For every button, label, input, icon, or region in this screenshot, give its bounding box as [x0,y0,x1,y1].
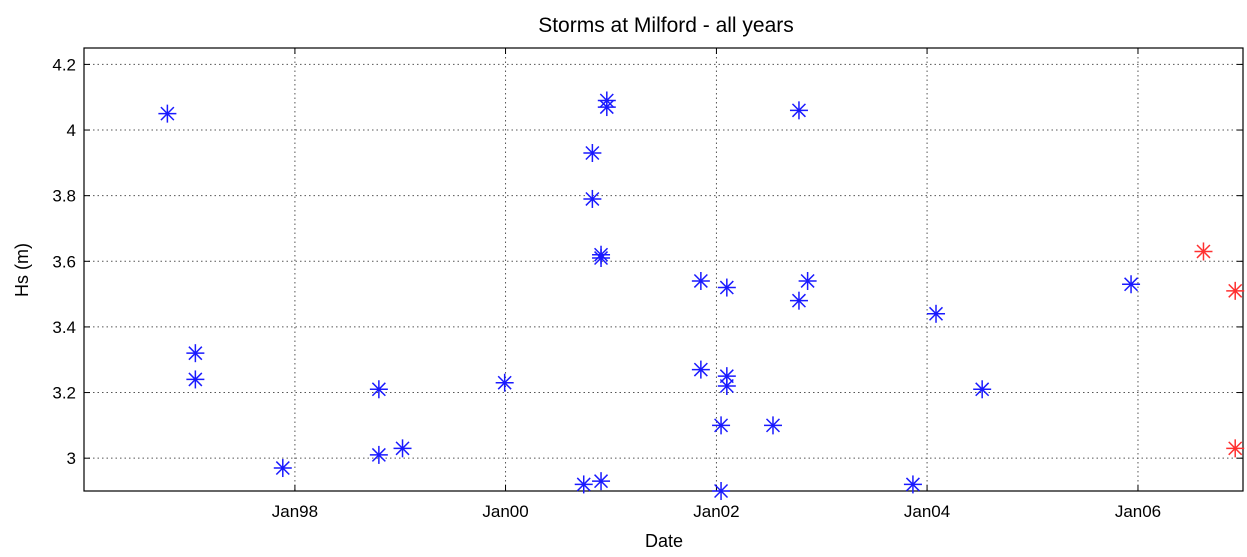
y-tick-label: 3.2 [52,384,76,403]
data-point [798,271,817,290]
data-point [717,278,736,297]
data-point [717,376,736,395]
data-point [712,482,731,500]
data-point [973,380,992,399]
data-point [592,245,611,264]
x-tick-label: Jan02 [693,502,739,521]
y-tick-label: 3 [67,449,76,468]
x-tick-label: Jan06 [1115,502,1161,521]
data-point [712,416,731,435]
data-point [1226,281,1245,300]
y-tick-label: 3.4 [52,318,76,337]
data-point [583,189,602,208]
data-point [789,101,808,120]
data-point [495,373,514,392]
data-point [574,475,593,494]
y-tick-label: 3.6 [52,252,76,271]
data-points [158,91,1245,500]
data-point [789,291,808,310]
data-point [186,344,205,363]
x-tick-label: Jan98 [272,502,318,521]
data-point [691,271,710,290]
data-point [369,380,388,399]
y-tick-label: 3.8 [52,187,76,206]
data-point [597,98,616,117]
data-point [369,445,388,464]
chart-title: Storms at Milford - all years [538,14,794,37]
data-point [583,144,602,163]
axis-ticks: Jan98 Jan00 Jan02 Jan04 Jan06 3 3.2 3.4 3.6 3.8 4 4… [52,48,1243,521]
data-point [186,370,205,389]
grid-lines [84,48,1243,491]
data-point [393,439,412,458]
data-point [1122,275,1141,294]
data-point [273,459,292,478]
data-point [691,360,710,379]
x-axis-label: Date [645,531,683,551]
data-point [927,304,946,323]
data-point [763,416,782,435]
data-point [903,475,922,494]
y-tick-label: 4 [67,121,76,140]
data-point [158,104,177,123]
x-tick-label: Jan00 [482,502,528,521]
data-point [1226,439,1245,458]
y-axis-label: Hs (m) [12,243,32,297]
plot-area-frame [83,47,1244,492]
x-tick-label: Jan04 [904,502,950,521]
data-point [592,472,611,491]
data-point [1194,242,1213,261]
y-tick-label: 4.2 [52,55,76,74]
